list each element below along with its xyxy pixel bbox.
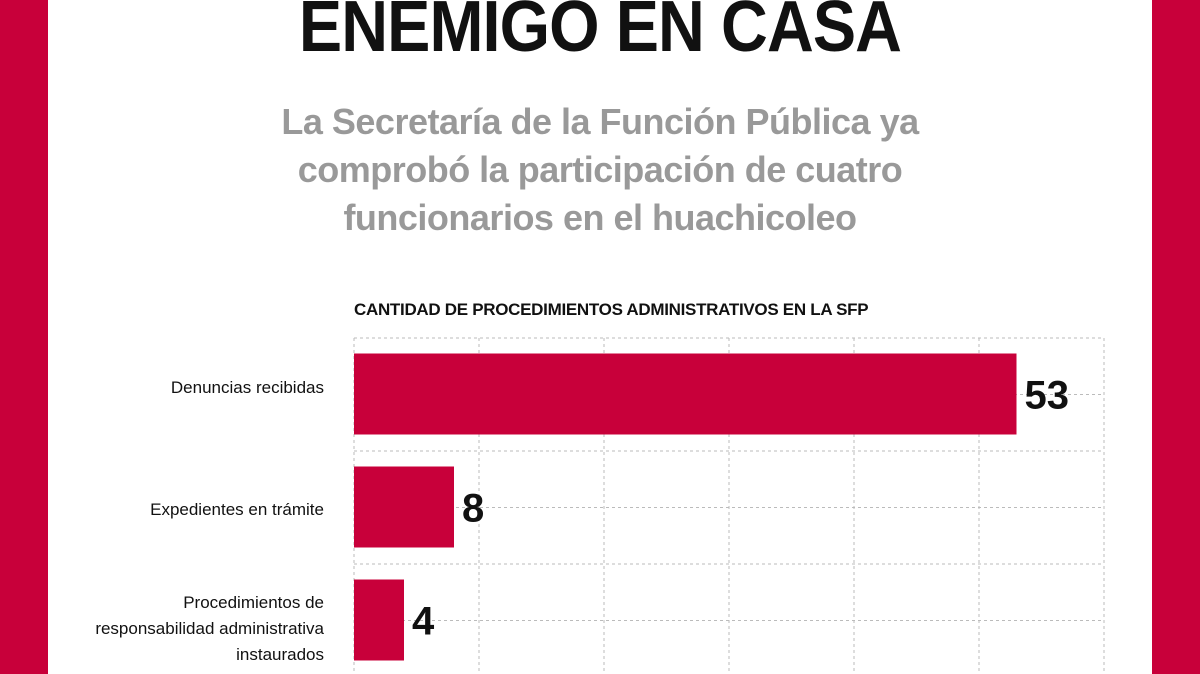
bar <box>354 353 1017 435</box>
right-red-border <box>1152 0 1200 674</box>
bar <box>354 466 454 548</box>
category-label: Denuncias recibidas <box>170 378 324 397</box>
subtitle: La Secretaría de la Función Pública ya c… <box>281 101 919 238</box>
data-label: 4 <box>412 600 435 644</box>
category-label: Procedimientos de responsabilidad admini… <box>95 593 324 664</box>
chart-title: CANTIDAD DE PROCEDIMIENTOS ADMINISTRATIV… <box>354 300 869 319</box>
bar <box>354 579 404 661</box>
category-label: Expedientes en trámite <box>150 500 324 519</box>
data-label: 8 <box>462 487 484 531</box>
left-red-border <box>0 0 48 674</box>
headline: ENEMIGO EN CASA <box>298 0 902 67</box>
data-label: 53 <box>1025 374 1070 418</box>
